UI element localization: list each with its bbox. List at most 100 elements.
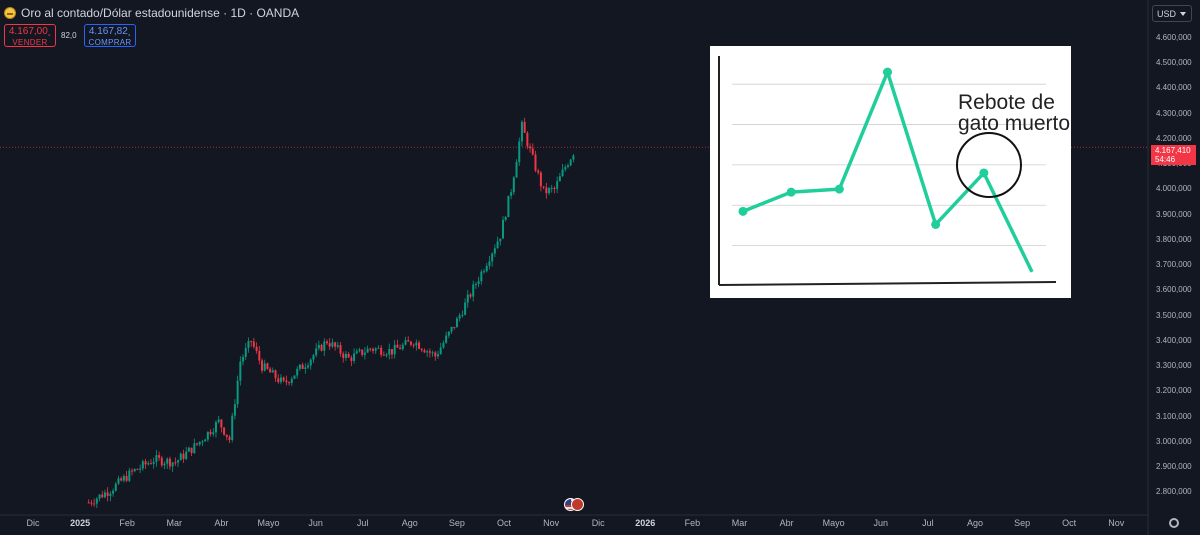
candle-body: [539, 172, 542, 187]
x-tick-label: Mar: [731, 518, 748, 528]
candle-body: [474, 284, 477, 286]
y-tick-label: 3.600,000: [1156, 285, 1192, 295]
candle-body: [401, 344, 404, 350]
candle-body: [301, 364, 304, 369]
y-tick-label: 3.900,000: [1156, 209, 1192, 219]
x-tick-label: Abr: [214, 518, 229, 528]
candle-body: [90, 502, 93, 504]
x-tick-label: Feb: [684, 518, 701, 528]
candle-body: [361, 349, 364, 355]
candle-body: [412, 344, 415, 346]
candle-body: [485, 265, 488, 272]
candle-body: [542, 186, 545, 188]
y-tick-label: 4.400,000: [1156, 83, 1192, 93]
candle-body: [518, 141, 521, 163]
candle-body: [523, 121, 526, 133]
candle-body: [515, 162, 518, 178]
candle-body: [493, 248, 496, 254]
candle-body: [190, 447, 193, 454]
candle-body: [160, 457, 163, 466]
candle-body: [239, 361, 242, 381]
x-tick-label: 2026: [635, 518, 656, 528]
candle-body: [520, 121, 523, 142]
candle-body: [247, 341, 250, 349]
candle-body: [512, 177, 515, 193]
candle-body: [385, 354, 388, 356]
candle-body: [255, 346, 258, 352]
y-tick-label: 4.300,000: [1156, 108, 1192, 118]
candle-body: [266, 363, 269, 369]
inset-line-chart: [718, 56, 1057, 286]
sell-label: VENDER: [12, 38, 48, 47]
x-tick-label: Mar: [166, 518, 183, 528]
candle-body: [312, 355, 315, 360]
candle-body: [339, 345, 342, 354]
flag-events-icon[interactable]: [564, 498, 584, 512]
candle-body: [428, 351, 431, 353]
candle-body: [152, 461, 155, 464]
candle-body: [447, 331, 450, 336]
candle-body: [488, 261, 491, 266]
candle-body: [117, 478, 120, 484]
candle-body: [366, 348, 369, 353]
candle-body: [206, 431, 209, 440]
candle-body: [87, 502, 90, 504]
candle-body: [120, 478, 123, 481]
sell-button[interactable]: 4.167,00¸ VENDER: [4, 24, 56, 47]
candle-body: [455, 318, 458, 328]
candle-body: [396, 344, 399, 348]
candle-body: [369, 348, 372, 350]
candle-body: [315, 348, 318, 356]
candle-body: [171, 462, 174, 467]
y-tick-label: 3.500,000: [1156, 310, 1192, 320]
y-tick-label: 3.100,000: [1156, 411, 1192, 421]
candle-body: [139, 468, 142, 470]
candle-body: [393, 344, 396, 355]
x-tick-label: Jun: [873, 518, 889, 528]
inset-point: [786, 187, 796, 197]
candle-body: [561, 169, 564, 177]
candle-body: [212, 432, 215, 435]
candle-body: [231, 415, 234, 440]
candle-body: [399, 347, 402, 350]
inset-point: [931, 219, 941, 229]
candle-body: [196, 443, 199, 445]
candle-body: [125, 476, 128, 481]
currency-selector[interactable]: USD: [1152, 5, 1192, 22]
candle-body: [347, 353, 350, 358]
x-tick-label: Ago: [401, 518, 418, 528]
candle-body: [228, 436, 231, 440]
x-tick-label: Jul: [922, 518, 934, 528]
highlight-circle: [956, 132, 1022, 198]
y-tick-label: 3.200,000: [1156, 386, 1192, 396]
candle-body: [271, 370, 274, 373]
x-tick-label: Feb: [119, 518, 135, 528]
candle-body: [336, 345, 339, 347]
y-tick-label: 3.700,000: [1156, 260, 1192, 270]
candle-body: [101, 494, 104, 498]
candle-body: [355, 351, 358, 354]
candle-body: [109, 493, 112, 496]
candle-body: [307, 365, 310, 368]
candle-body: [242, 356, 245, 362]
candle-body: [496, 241, 499, 249]
candle-body: [282, 377, 285, 381]
candle-body: [550, 188, 553, 190]
candle-body: [372, 348, 375, 351]
candle-body: [298, 364, 301, 369]
y-tick-label: 4.200,000: [1156, 133, 1192, 143]
candle-body: [252, 341, 255, 347]
candle-body: [374, 348, 377, 351]
candle-body: [177, 460, 180, 463]
candle-body: [144, 461, 147, 465]
buy-button[interactable]: 4.167,82¸ COMPRAR: [84, 24, 136, 47]
candle-body: [133, 469, 136, 472]
candle-body: [569, 159, 572, 166]
candle-body: [217, 419, 220, 423]
spread-value: 82,0: [61, 31, 77, 40]
candle-body: [122, 476, 125, 481]
gear-icon[interactable]: [1169, 518, 1179, 528]
current-price-value: 4.167,410: [1155, 146, 1191, 155]
candle-body: [415, 342, 418, 346]
